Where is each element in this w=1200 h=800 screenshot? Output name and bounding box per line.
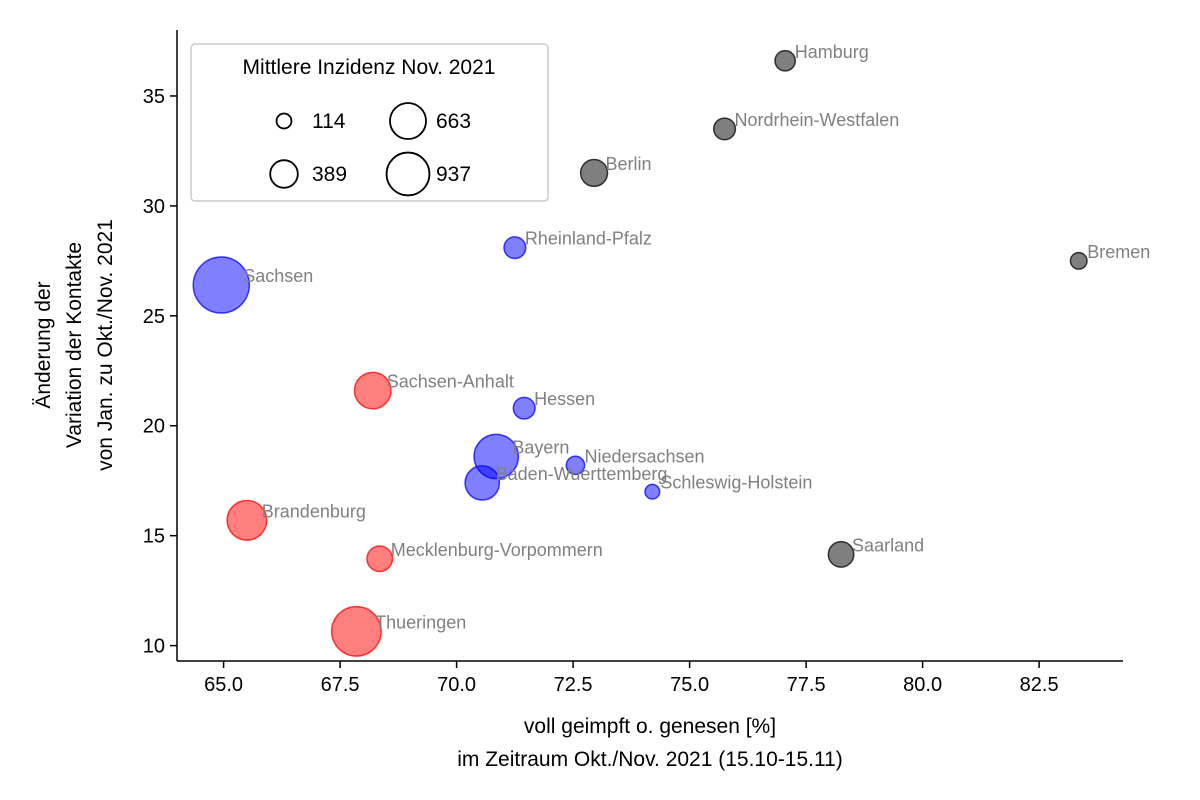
x-tick-label: 70.0 — [437, 674, 476, 696]
x-tick-label: 77.5 — [787, 674, 826, 696]
point-label: Hessen — [534, 389, 595, 409]
legend-label: 663 — [436, 110, 471, 133]
y-tick-label: 15 — [143, 526, 165, 548]
legend-title: Mittlere Inzidenz Nov. 2021 — [243, 56, 496, 79]
point-label: Nordrhein-Westfalen — [735, 110, 900, 130]
data-point — [366, 545, 394, 573]
data-point — [503, 236, 527, 260]
x-tick-label: 80.0 — [903, 674, 942, 696]
legend-label: 389 — [312, 163, 347, 186]
legend-entries: 114 389 663 937 — [269, 102, 471, 197]
data-point — [1069, 251, 1088, 270]
data-point — [192, 256, 251, 314]
point-label: Rheinland-Pfalz — [525, 229, 652, 249]
point-label: Bremen — [1087, 242, 1150, 262]
x-tick-label: 72.5 — [554, 674, 593, 696]
point-labels-layer: Hamburg Nordrhein-Westfalen Berlin Bremen Rh… — [243, 42, 1150, 633]
data-point — [512, 396, 536, 420]
legend-marker — [275, 112, 293, 130]
y-axis-label-line-1: Änderung der — [32, 281, 55, 408]
legend-marker — [269, 159, 299, 189]
data-point — [579, 158, 609, 188]
data-point — [565, 455, 586, 476]
y-ticks: 10 15 20 25 30 35 — [143, 86, 177, 658]
data-point — [353, 371, 392, 410]
y-tick-label: 20 — [143, 416, 165, 438]
y-tick-label: 10 — [143, 636, 165, 658]
data-point — [644, 483, 661, 500]
legend: Mittlere Inzidenz Nov. 2021 114 389 663 937 — [190, 43, 549, 202]
x-tick-label: 75.0 — [670, 674, 709, 696]
data-point — [330, 605, 382, 657]
legend-label: 114 — [312, 110, 346, 133]
point-label: Saarland — [852, 535, 924, 555]
point-label: Schleswig-Holstein — [660, 473, 812, 493]
x-tick-label: 67.5 — [321, 674, 360, 696]
point-label: Hamburg — [795, 42, 869, 62]
y-tick-label: 25 — [143, 306, 165, 328]
point-label: Sachsen — [243, 266, 313, 286]
x-axis-label-line-1: voll geimpft o. genesen [%] — [524, 715, 776, 738]
legend-frame — [190, 43, 549, 202]
point-label: Baden-Wuerttemberg — [496, 464, 668, 484]
point-label: Berlin — [605, 154, 651, 174]
point-label: Brandenburg — [262, 501, 366, 521]
point-label: Sachsen-Anhalt — [387, 372, 514, 392]
y-axis-label-line-2: Variation der Kontakte — [63, 242, 86, 448]
y-axis-label-line-3: von Jan. zu Okt./Nov. 2021 — [94, 219, 117, 471]
x-tick-label: 65.0 — [204, 674, 243, 696]
legend-label: 937 — [436, 163, 471, 186]
data-point — [464, 465, 501, 501]
point-label: Thueringen — [375, 612, 466, 632]
legend-marker — [385, 151, 431, 197]
y-tick-label: 35 — [143, 86, 165, 108]
x-tick-label: 82.5 — [1020, 674, 1059, 696]
legend-marker — [389, 102, 427, 140]
data-point — [226, 499, 268, 541]
y-tick-label: 30 — [143, 196, 165, 218]
x-ticks: 65.0 67.5 70.0 72.5 75.0 77.5 80.0 82.5 — [204, 661, 1059, 696]
point-label: Bayern — [512, 438, 569, 458]
data-point — [827, 540, 855, 568]
x-axis-label-line-2: im Zeitraum Okt./Nov. 2021 (15.10-15.11) — [457, 748, 843, 771]
data-point — [712, 117, 737, 141]
point-label: Niedersachsen — [584, 446, 704, 466]
data-point — [774, 49, 797, 72]
points-layer — [192, 49, 1088, 657]
point-label: Mecklenburg-Vorpommern — [391, 540, 603, 560]
